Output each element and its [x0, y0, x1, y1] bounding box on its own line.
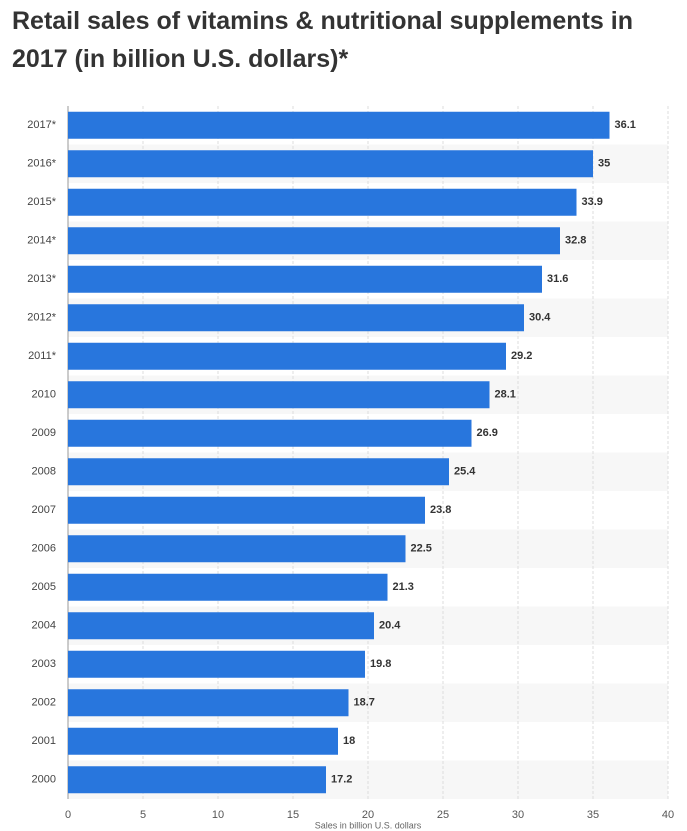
value-label: 18: [343, 735, 355, 747]
chart-title: Retail sales of vitamins & nutritional s…: [12, 7, 633, 73]
bar: [68, 573, 388, 601]
value-label: 35: [598, 158, 610, 170]
x-tick-label: 5: [140, 809, 146, 821]
value-label: 29.2: [511, 350, 532, 362]
y-tick-label: 2004: [32, 620, 56, 632]
x-tick-label: 0: [65, 809, 71, 821]
x-tick-label: 10: [212, 809, 224, 821]
y-tick-label: 2005: [32, 581, 56, 593]
x-tick-label: 30: [512, 809, 524, 821]
value-label: 19.8: [370, 658, 391, 670]
x-tick-label: 40: [662, 809, 674, 821]
bar: [68, 188, 577, 216]
bar: [68, 535, 406, 563]
y-tick-label: 2011*: [28, 350, 57, 362]
x-tick-label: 20: [362, 809, 374, 821]
y-tick-label: 2000: [32, 774, 56, 786]
bar: [68, 304, 524, 332]
value-label: 26.9: [477, 427, 498, 439]
x-tick-label: 35: [587, 809, 599, 821]
bar: [68, 689, 349, 717]
y-tick-label: 2017*: [27, 119, 56, 131]
value-label: 33.9: [582, 196, 603, 208]
y-tick-label: 2013*: [27, 273, 56, 285]
bar: [68, 227, 560, 255]
value-label: 30.4: [529, 312, 551, 324]
bar: [68, 150, 593, 178]
bar: [68, 458, 449, 486]
bar: [68, 766, 326, 794]
y-tick-label: 2008: [32, 466, 56, 478]
x-axis-label: Sales in billion U.S. dollars: [315, 820, 422, 830]
bar: [68, 381, 490, 409]
x-tick-label: 25: [437, 809, 449, 821]
value-label: 21.3: [393, 581, 414, 593]
y-tick-label: 2012*: [27, 312, 56, 324]
bar: [68, 650, 365, 678]
y-tick-label: 2007: [32, 504, 56, 516]
bar: [68, 496, 425, 524]
y-tick-label: 2003: [32, 658, 56, 670]
y-tick-label: 2009: [32, 427, 56, 439]
value-label: 18.7: [354, 697, 375, 709]
value-label: 32.8: [565, 235, 586, 247]
value-label: 28.1: [495, 389, 516, 401]
y-tick-label: 2016*: [27, 158, 56, 170]
y-tick-label: 2006: [32, 543, 56, 555]
value-label: 23.8: [430, 504, 451, 516]
y-tick-label: 2001: [32, 735, 56, 747]
value-label: 22.5: [411, 543, 432, 555]
value-label: 17.2: [331, 774, 352, 786]
bar: [68, 342, 506, 370]
bar: [68, 111, 610, 139]
y-tick-label: 2014*: [27, 235, 56, 247]
y-tick-label: 2015*: [27, 196, 56, 208]
bar: [68, 265, 542, 293]
y-tick-label: 2002: [32, 697, 56, 709]
value-label: 25.4: [454, 466, 476, 478]
value-label: 31.6: [547, 273, 568, 285]
x-tick-label: 15: [287, 809, 299, 821]
value-label: 20.4: [379, 620, 401, 632]
bar: [68, 612, 374, 640]
bar: [68, 727, 338, 755]
bar: [68, 419, 472, 447]
value-label: 36.1: [615, 119, 636, 131]
y-tick-label: 2010: [32, 389, 56, 401]
